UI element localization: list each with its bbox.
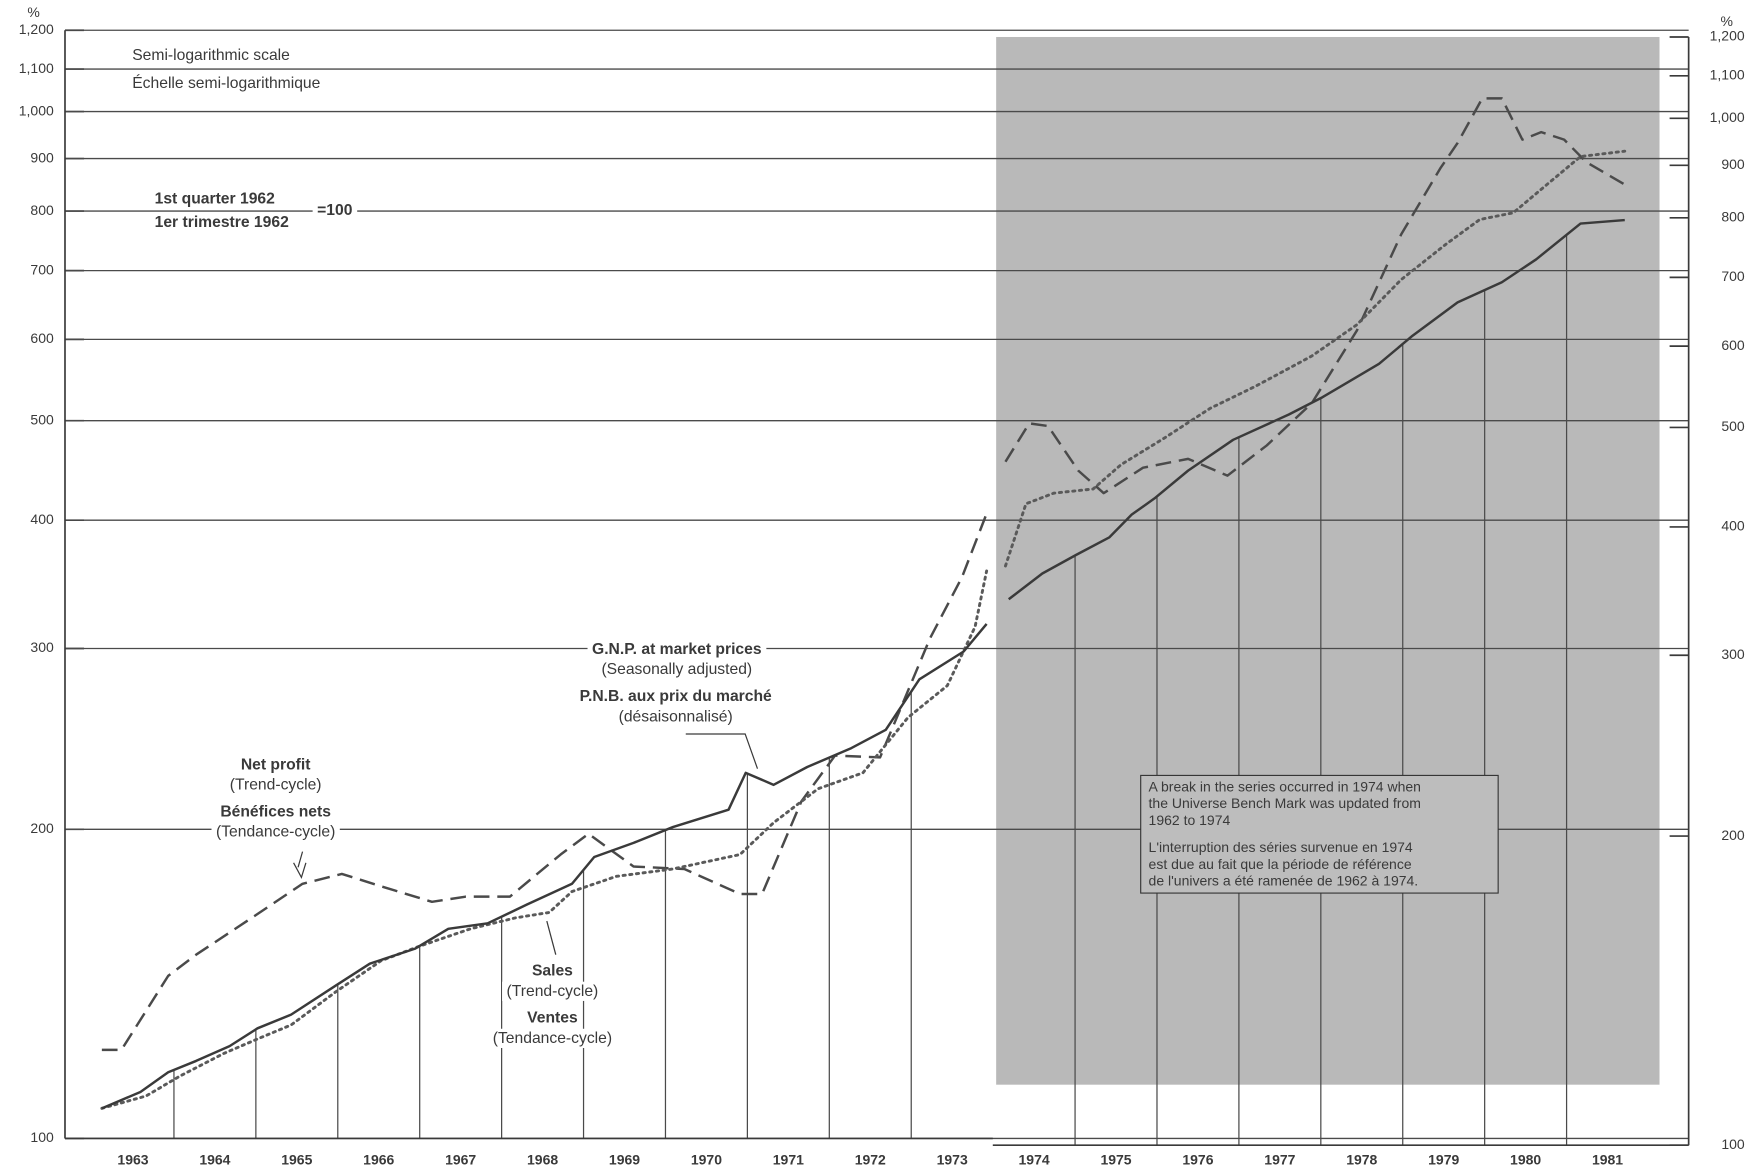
break-period-shade xyxy=(996,36,1660,1085)
label-background xyxy=(522,1008,583,1028)
y-tick-label: 400 xyxy=(30,511,54,527)
x-tick-label: 1973 xyxy=(937,1152,968,1168)
series-line xyxy=(100,149,1627,1110)
annotation: Ventes xyxy=(527,1010,578,1027)
label-background xyxy=(614,707,738,727)
y2-tick-label: 500 xyxy=(1721,418,1745,434)
annotation: (Trend-cycle) xyxy=(507,983,599,1000)
y-tick-label: 300 xyxy=(30,639,54,655)
series-label: G.N.P. at market prices xyxy=(592,641,762,658)
y2-tick-label: 800 xyxy=(1721,209,1745,225)
annotation: (Seasonally adjusted) xyxy=(601,661,752,678)
label-background xyxy=(211,822,340,842)
annotations: Semi-logarithmic scale Échelle semi-loga… xyxy=(127,46,1499,1049)
annotation: =100 xyxy=(317,202,353,219)
x-tick-label: 1967 xyxy=(445,1152,476,1168)
break-note-line: L'interruption des séries survenue en 19… xyxy=(1149,839,1413,855)
annotation: (Tendance-cycle) xyxy=(216,824,335,841)
series-line xyxy=(101,218,1625,1110)
pointer xyxy=(546,920,557,955)
y2-tick-label: 200 xyxy=(1721,827,1745,843)
x-tick-label: 1980 xyxy=(1510,1152,1541,1168)
y-tick-label: 1,000 xyxy=(19,102,54,118)
x-tick-label: 1970 xyxy=(691,1152,722,1168)
y-tick-label: 100 xyxy=(30,1129,54,1145)
grid-layer xyxy=(64,29,1689,1147)
label-background xyxy=(312,200,358,220)
label-background xyxy=(150,213,294,233)
break-note-line: est due au fait que la période de référe… xyxy=(1149,856,1412,872)
pointer xyxy=(293,851,307,879)
label-background xyxy=(225,775,327,795)
y-tick-label: 1,100 xyxy=(19,60,54,76)
annotation: 1st quarter 1962 xyxy=(155,191,276,208)
series-label: Net profit xyxy=(241,756,311,773)
x-tick-label: 1968 xyxy=(527,1152,558,1168)
x-tick-label: 1979 xyxy=(1428,1152,1459,1168)
y-tick-label: 600 xyxy=(30,330,54,346)
y2-tick-label: 900 xyxy=(1721,156,1745,172)
y-tick-label: 1,200 xyxy=(19,21,54,37)
label-background xyxy=(127,46,295,66)
y2-tick-label: 100 xyxy=(1721,1136,1745,1152)
annotation: Échelle semi-logarithmique xyxy=(132,73,320,92)
label-background xyxy=(587,639,767,660)
y-tick-label: 200 xyxy=(30,820,54,836)
x-tick-label: 1969 xyxy=(609,1152,640,1168)
x-tick-label: 1976 xyxy=(1182,1152,1213,1168)
series-layer xyxy=(100,97,1627,1110)
x-tick-label: 1977 xyxy=(1264,1152,1295,1168)
label-background xyxy=(488,1028,617,1049)
label-background xyxy=(236,755,316,775)
label-background xyxy=(502,981,603,1001)
label-background xyxy=(215,802,336,822)
pointer xyxy=(685,733,759,769)
series-label: Sales xyxy=(532,963,573,980)
break-note: A break in the series occurred in 1974 w… xyxy=(1149,778,1421,888)
y-tick-label: 900 xyxy=(30,149,54,165)
y-tick-label: 800 xyxy=(30,202,54,218)
y2-tick-label: 300 xyxy=(1721,646,1745,662)
y2-tick-label: 1,000 xyxy=(1710,109,1745,125)
annotation: (Trend-cycle) xyxy=(230,777,322,794)
break-note-line: de l'univers a été ramenée de 1962 à 197… xyxy=(1149,873,1419,889)
x-tick-label: 1974 xyxy=(1019,1152,1050,1168)
x-tick-label: 1966 xyxy=(363,1152,394,1168)
break-note-line: A break in the series occurred in 1974 w… xyxy=(1149,778,1421,794)
label-background xyxy=(150,189,280,209)
y2-tick-label: 700 xyxy=(1721,268,1745,284)
label-background xyxy=(575,686,777,707)
x-tick-label: 1975 xyxy=(1100,1152,1131,1168)
series-line xyxy=(101,97,1626,1052)
x-tick-label: 1971 xyxy=(773,1152,804,1168)
y2-tick-label: 1,200 xyxy=(1710,28,1745,44)
break-note-box xyxy=(1140,774,1499,894)
annotation: (Tendance-cycle) xyxy=(493,1030,612,1047)
y2-tick-label: 600 xyxy=(1721,337,1745,353)
x-tick-label: 1978 xyxy=(1346,1152,1377,1168)
x-tick-label: 1965 xyxy=(281,1152,312,1168)
annotation: Semi-logarithmic scale xyxy=(132,47,290,64)
x-tick-label: 1964 xyxy=(199,1152,230,1168)
label-background xyxy=(127,72,326,94)
x-tick-label: 1972 xyxy=(855,1152,886,1168)
label-background xyxy=(596,660,757,680)
break-note-line: the Universe Bench Mark was updated from xyxy=(1149,795,1421,811)
annotation: (désaisonnalisé) xyxy=(619,708,733,725)
y2-unit: % xyxy=(1721,13,1733,29)
x-tick-label: 1963 xyxy=(117,1152,148,1168)
y2-tick-label: 1,100 xyxy=(1710,66,1745,82)
annotation: P.N.B. aux prix du marché xyxy=(580,688,772,705)
annotation: 1er trimestre 1962 xyxy=(155,214,289,231)
label-background xyxy=(527,961,578,981)
y-tick-label: 500 xyxy=(30,411,54,427)
x-tick-label: 1981 xyxy=(1592,1152,1623,1168)
y2-tick-label: 400 xyxy=(1721,518,1745,534)
break-note-line: 1962 to 1974 xyxy=(1149,812,1231,828)
annotation: Bénéfices nets xyxy=(220,804,331,821)
y-tick-label: 700 xyxy=(30,261,54,277)
y-unit: % xyxy=(27,4,39,20)
